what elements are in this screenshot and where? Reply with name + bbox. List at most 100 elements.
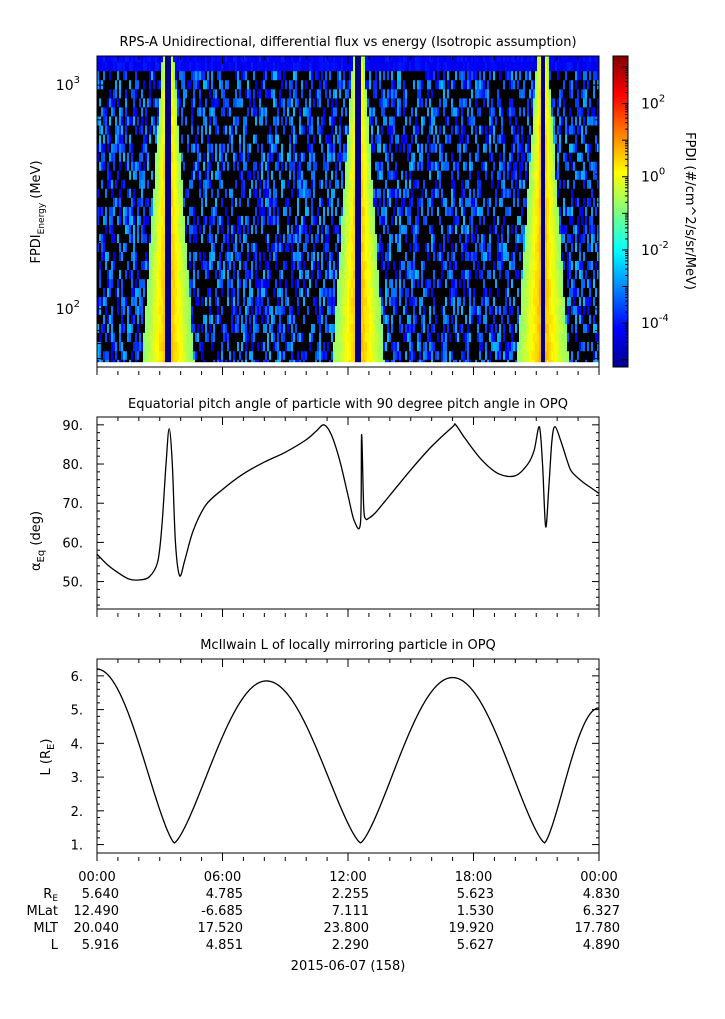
spectrogram-cell [191, 260, 194, 270]
spectrogram-cell [287, 305, 290, 315]
spectrogram-cell [193, 296, 196, 307]
spectrogram-cell [571, 197, 574, 207]
spectrogram-cell [275, 224, 278, 235]
spectrogram-cell [243, 188, 246, 198]
spectrogram-cell [437, 233, 440, 243]
spectrogram-cell [533, 323, 536, 333]
spectrogram-cell [293, 305, 296, 315]
spectrogram-cell [383, 350, 386, 360]
spectrogram-cell [121, 359, 124, 363]
spectrogram-cell [359, 188, 362, 198]
spectrogram-cell [159, 251, 162, 261]
spectrogram-cell [369, 188, 372, 198]
spectrogram-cell [177, 350, 180, 360]
spectrogram-cell [383, 224, 386, 235]
spectrogram-cell [251, 287, 254, 298]
spectrogram-cell [351, 269, 354, 280]
spectrogram-cell [521, 233, 524, 243]
spectrogram-cell [471, 188, 474, 198]
spectrogram-cell [197, 287, 200, 298]
spectrogram-cell [483, 314, 486, 325]
spectrogram-cell [129, 350, 132, 360]
spectrogram-cell [499, 206, 502, 216]
spectrogram-cell [461, 341, 464, 352]
spectrogram-cell [301, 305, 304, 315]
spectrogram-cell [519, 314, 522, 325]
spectrogram-cell [541, 224, 544, 235]
spectrogram-cell [151, 233, 154, 243]
spectrogram-cell [497, 233, 500, 243]
spectrogram-cell [461, 188, 464, 198]
spectrogram-cell [133, 332, 136, 342]
spectrogram-cell [157, 215, 160, 226]
spectrogram-cell [585, 197, 588, 207]
spectrogram-cell [391, 332, 394, 342]
spectrogram-cell [491, 206, 494, 216]
spectrogram-cell [579, 206, 582, 216]
spectrogram-cell [173, 260, 176, 270]
spectrogram-cell [345, 197, 348, 207]
spectrogram-cell [397, 278, 400, 289]
spectrogram-cell [423, 305, 426, 315]
spectrogram-cell [227, 251, 230, 261]
spectrogram-cell [509, 314, 512, 325]
spectrogram-cell [567, 287, 570, 298]
spectrogram-cell [263, 197, 266, 207]
spectrogram-cell [241, 224, 244, 235]
spectrogram-cell [555, 341, 558, 352]
spectrogram-cell [479, 332, 482, 342]
spectrogram-cell [501, 188, 504, 198]
spectrogram-cell [221, 341, 224, 352]
spectrogram-row [97, 197, 600, 207]
spectrogram-cell [151, 305, 154, 315]
spectrogram-cell [147, 323, 150, 333]
spectrogram-cell [341, 350, 344, 360]
spectrogram-cell [585, 359, 588, 363]
spectrogram-cell [115, 359, 118, 363]
spectrogram-cell [595, 332, 598, 342]
spectrogram-row [97, 269, 600, 280]
spectrogram-cell [543, 278, 546, 289]
spectrogram-cell [121, 224, 124, 235]
spectrogram-cell [179, 296, 182, 307]
spectrogram-cell [315, 242, 318, 252]
spectrogram-cell [177, 305, 180, 315]
spectrogram-cell [381, 296, 384, 307]
spectrogram-cell [437, 206, 440, 216]
spectrogram-cell [559, 251, 562, 261]
spectrogram-cell [583, 233, 586, 243]
spectrogram-cell [213, 233, 216, 243]
spectrogram-cell [279, 287, 282, 298]
spectrogram-cell [121, 323, 124, 333]
spectrogram-cell [341, 215, 344, 226]
spectrogram-cell [159, 287, 162, 298]
spectrogram-cell [373, 251, 376, 261]
spectrogram-cell [191, 224, 194, 235]
spectrogram-cell [229, 350, 232, 360]
spectrogram-cell [195, 233, 198, 243]
spectrogram-cell [297, 332, 300, 342]
spectrogram-cell [595, 287, 598, 298]
spectrogram-cell [539, 278, 542, 289]
spectrogram-cell [289, 215, 292, 226]
spectrogram-cell [583, 260, 586, 270]
spectrogram-cell [223, 296, 226, 307]
spectrogram-cell [107, 314, 110, 325]
spectrogram-cell [131, 296, 134, 307]
spectrogram-cell [123, 332, 126, 342]
spectrogram-cell [469, 332, 472, 342]
spectrogram-cell [261, 260, 264, 270]
spectrogram-cell [167, 224, 170, 235]
spectrogram-cell [157, 197, 160, 207]
spectrogram-cell [171, 251, 174, 261]
spectrogram-cell [535, 287, 538, 298]
spectrogram-cell [213, 341, 216, 352]
spectrogram-cell [293, 242, 296, 252]
spectrogram-cell [493, 206, 496, 216]
spectrogram-cell [391, 233, 394, 243]
spectrogram-cell [565, 197, 568, 207]
spectrogram-cell [165, 233, 168, 243]
spectrogram-cell [129, 215, 132, 226]
spectrogram-cell [391, 251, 394, 261]
spectrogram-cell [129, 332, 132, 342]
